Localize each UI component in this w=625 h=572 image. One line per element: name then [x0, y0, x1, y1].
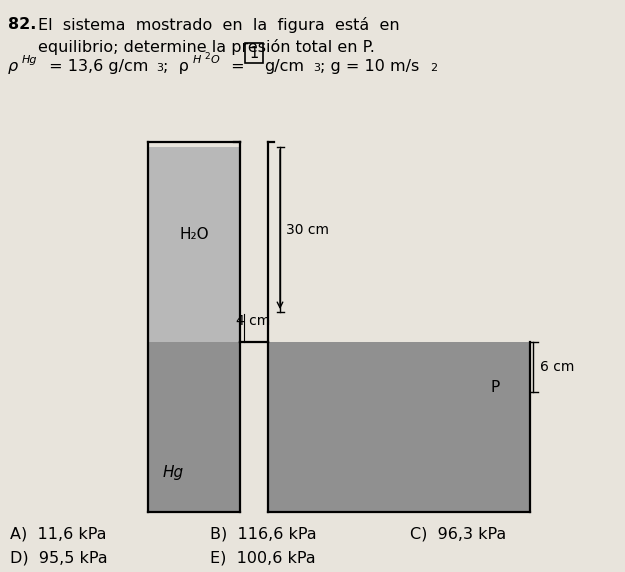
Bar [149, 342, 239, 511]
Text: H: H [193, 55, 201, 65]
Text: =: = [226, 59, 244, 74]
Text: E)  100,6 kPa: E) 100,6 kPa [210, 550, 316, 566]
Bar [149, 147, 239, 342]
Text: 1: 1 [249, 46, 259, 61]
FancyBboxPatch shape [245, 43, 263, 63]
Text: equilibrio; determine la presión total en P.: equilibrio; determine la presión total e… [38, 39, 375, 55]
Text: O: O [211, 55, 220, 65]
Text: 4 cm: 4 cm [236, 314, 270, 328]
Text: A)  11,6 kPa: A) 11,6 kPa [10, 526, 106, 542]
Text: Hg: Hg [163, 464, 184, 479]
Text: 82.: 82. [8, 17, 36, 32]
Bar [269, 342, 529, 511]
Text: g/cm: g/cm [264, 59, 304, 74]
Text: B)  116,6 kPa: B) 116,6 kPa [210, 526, 317, 542]
Text: = 13,6 g/cm: = 13,6 g/cm [44, 59, 148, 74]
Text: P: P [491, 379, 500, 395]
Text: ;  ρ: ; ρ [163, 59, 189, 74]
Text: 2: 2 [204, 52, 209, 61]
Text: ; g = 10 m/s: ; g = 10 m/s [320, 59, 419, 74]
Text: El  sistema  mostrado  en  la  figura  está  en: El sistema mostrado en la figura está en [38, 17, 399, 33]
Text: C)  96,3 kPa: C) 96,3 kPa [410, 526, 506, 542]
Text: 6 cm: 6 cm [540, 360, 574, 374]
Text: Hg: Hg [22, 55, 38, 65]
Text: D)  95,5 kPa: D) 95,5 kPa [10, 550, 107, 566]
Text: ρ: ρ [8, 59, 18, 74]
Text: 30 cm: 30 cm [286, 223, 329, 236]
Text: 2: 2 [430, 63, 437, 73]
Text: 3: 3 [156, 63, 163, 73]
Text: H₂O: H₂O [179, 227, 209, 242]
Text: 3: 3 [313, 63, 320, 73]
